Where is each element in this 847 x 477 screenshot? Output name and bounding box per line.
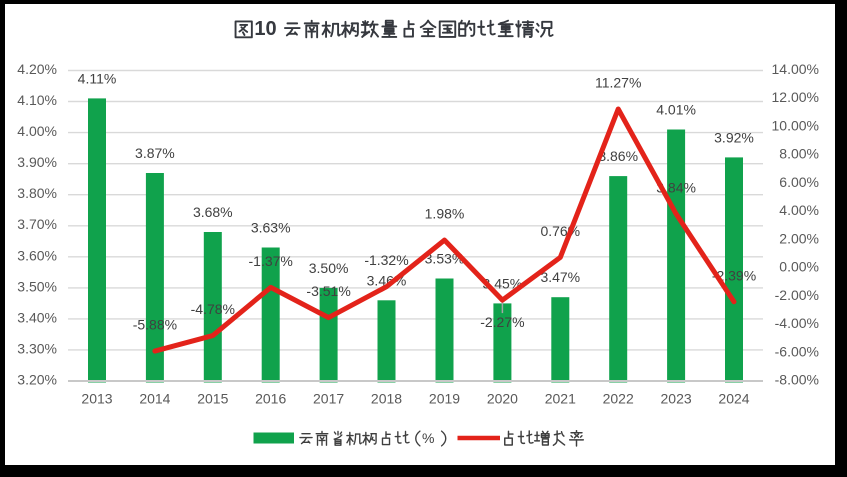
svg-text:3.20%: 3.20%	[17, 372, 57, 388]
svg-text:2019: 2019	[429, 391, 460, 407]
svg-text:3.50%: 3.50%	[17, 278, 57, 294]
svg-text:-3.51%: -3.51%	[306, 283, 350, 299]
svg-text:2018: 2018	[371, 391, 402, 407]
svg-text:2024: 2024	[718, 391, 749, 407]
svg-text:-8.00%: -8.00%	[775, 372, 819, 388]
svg-text:6.00%: 6.00%	[779, 174, 819, 190]
svg-text:2023: 2023	[661, 391, 692, 407]
svg-text:2013: 2013	[81, 391, 112, 407]
svg-text:-2.39%: -2.39%	[712, 267, 756, 283]
svg-text:-1.32%: -1.32%	[364, 252, 408, 268]
svg-text:12.00%: 12.00%	[772, 89, 819, 105]
svg-text:8.00%: 8.00%	[779, 146, 819, 162]
svg-text:4.01%: 4.01%	[656, 102, 696, 118]
svg-text:3.40%: 3.40%	[17, 309, 57, 325]
svg-text:2014: 2014	[139, 391, 170, 407]
svg-text:-4.78%: -4.78%	[191, 301, 235, 317]
svg-text:4.00%: 4.00%	[779, 202, 819, 218]
svg-text:3.47%: 3.47%	[540, 269, 580, 285]
svg-text:3.86%: 3.86%	[598, 148, 638, 164]
svg-text:-4.00%: -4.00%	[775, 315, 819, 331]
svg-text:3.60%: 3.60%	[17, 247, 57, 263]
svg-text:2015: 2015	[197, 391, 228, 407]
svg-text:2022: 2022	[603, 391, 634, 407]
svg-text:3.87%: 3.87%	[135, 145, 175, 161]
svg-text:2.00%: 2.00%	[779, 230, 819, 246]
svg-text:%: %	[422, 430, 434, 446]
svg-text:-2.27%: -2.27%	[480, 314, 524, 330]
svg-text:4.20%: 4.20%	[17, 61, 57, 77]
svg-text:10.00%: 10.00%	[772, 118, 819, 134]
svg-text:2016: 2016	[255, 391, 286, 407]
svg-text:-6.00%: -6.00%	[775, 343, 819, 359]
svg-text:3.70%: 3.70%	[17, 216, 57, 232]
svg-text:3.90%: 3.90%	[17, 154, 57, 170]
svg-text:3.68%: 3.68%	[193, 204, 233, 220]
svg-text:4.11%: 4.11%	[78, 70, 117, 86]
svg-text:2020: 2020	[487, 391, 518, 407]
svg-text:4.00%: 4.00%	[17, 123, 57, 139]
svg-text:0.00%: 0.00%	[779, 259, 819, 275]
svg-text:-2.00%: -2.00%	[775, 287, 819, 303]
svg-text:-1.37%: -1.37%	[249, 253, 293, 269]
svg-text:10: 10	[254, 18, 276, 40]
svg-text:2017: 2017	[313, 391, 344, 407]
svg-text:3.80%: 3.80%	[17, 185, 57, 201]
svg-text:2021: 2021	[545, 391, 576, 407]
svg-text:3.30%: 3.30%	[17, 340, 57, 356]
svg-text:3.53%: 3.53%	[425, 251, 465, 267]
svg-text:14.00%: 14.00%	[772, 61, 819, 77]
svg-text:3.63%: 3.63%	[251, 220, 291, 236]
svg-text:4.10%: 4.10%	[17, 92, 57, 108]
svg-text:3.50%: 3.50%	[309, 260, 349, 276]
svg-text:1.98%: 1.98%	[425, 206, 465, 222]
svg-text:11.27%: 11.27%	[595, 75, 641, 91]
svg-text:3.92%: 3.92%	[714, 129, 754, 145]
svg-text:-5.88%: -5.88%	[133, 317, 177, 333]
